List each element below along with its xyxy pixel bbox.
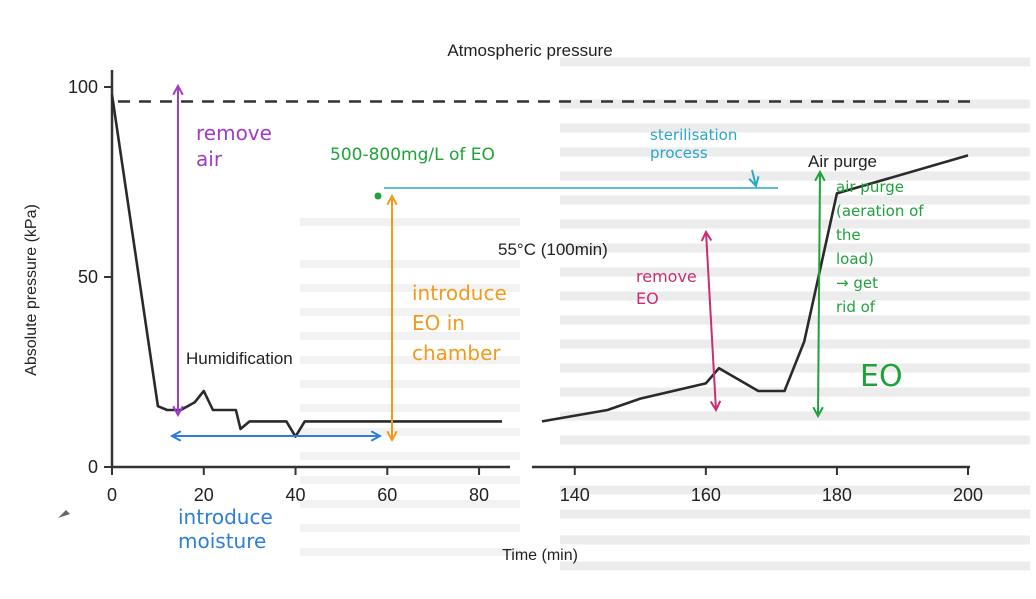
x-tick-label: 40 bbox=[286, 485, 306, 505]
air-purge-label: Air purge bbox=[808, 152, 877, 171]
x-tick-label: 0 bbox=[107, 485, 117, 505]
air-purge-eo-note: EO bbox=[860, 359, 903, 394]
x-tick-label: 80 bbox=[469, 485, 489, 505]
exposure-label: 55°C (100min) bbox=[498, 240, 608, 259]
eo-start-dot bbox=[375, 193, 382, 200]
pressure-curve-segment-late bbox=[542, 155, 968, 421]
x-tick-label: 60 bbox=[377, 485, 397, 505]
pencil-mark-icon bbox=[58, 510, 70, 518]
atmospheric-pressure-label: Atmospheric pressure bbox=[447, 41, 612, 60]
y-axis-label: Absolute pressure (kPa) bbox=[23, 204, 40, 376]
y-tick-label: 100 bbox=[68, 77, 98, 97]
x-tick-label: 180 bbox=[822, 485, 852, 505]
eo-concentration-note: 500-800mg/L of EO bbox=[330, 145, 495, 165]
humidification-label: Humidification bbox=[186, 349, 293, 368]
x-axis-label: Time (min) bbox=[502, 547, 578, 564]
y-tick-label: 0 bbox=[88, 457, 98, 477]
x-tick-label: 20 bbox=[194, 485, 214, 505]
y-tick-label: 50 bbox=[78, 267, 98, 287]
x-tick-label: 140 bbox=[560, 485, 590, 505]
air-purge-arrow bbox=[818, 172, 820, 416]
x-tick-label: 160 bbox=[691, 485, 721, 505]
x-tick-label: 200 bbox=[953, 485, 983, 505]
